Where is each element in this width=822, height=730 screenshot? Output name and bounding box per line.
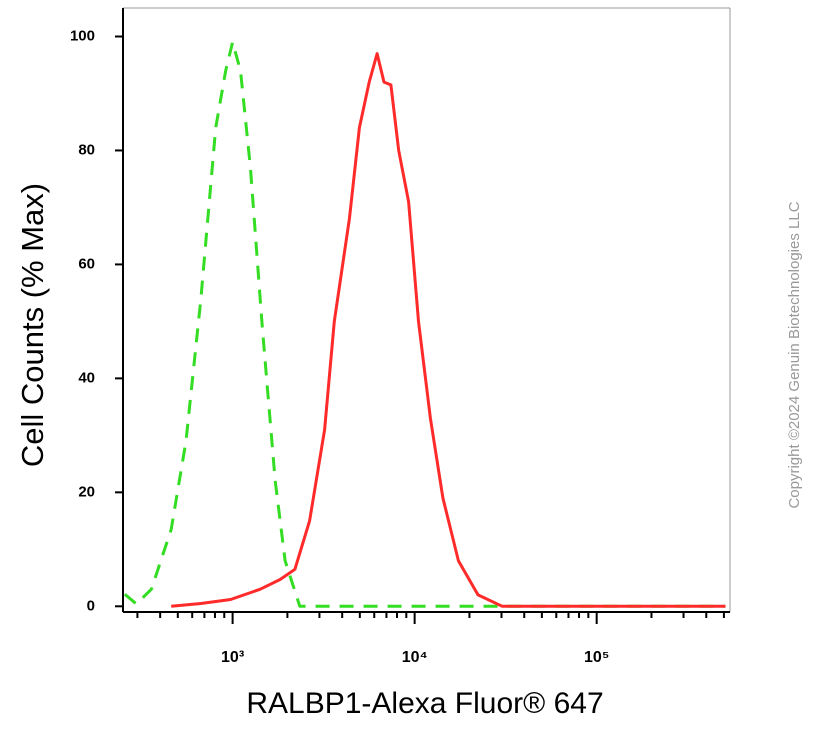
y-tick-label: 0 (87, 597, 95, 614)
y-tick-label: 40 (78, 369, 95, 386)
x-axis-label: RALBP1-Alexa Fluor® 647 (246, 687, 603, 720)
y-tick-label: 60 (78, 255, 95, 272)
y-axis-label: Cell Counts (% Max) (15, 183, 50, 467)
series-line (123, 40, 726, 608)
x-tick-label: 10⁴ (402, 649, 428, 666)
copyright: Copyright ©2024 Genuin Biotechnologies L… (786, 201, 803, 508)
x-tick-label: 10³ (221, 649, 244, 666)
x-tick-label: 10⁵ (584, 649, 609, 666)
y-tick-label: 100 (70, 27, 95, 44)
y-tick-label: 20 (78, 483, 95, 500)
y-tick-label: 80 (78, 141, 95, 158)
series-line (171, 52, 726, 608)
